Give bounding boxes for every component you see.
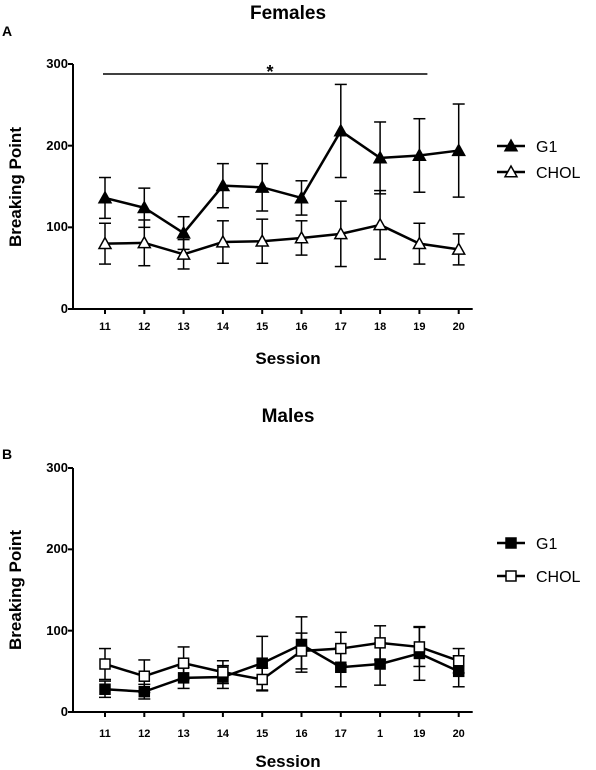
x-tick-label: 17 [335, 728, 347, 740]
data-point [256, 657, 268, 669]
legend-marker [503, 138, 519, 152]
data-point [372, 150, 388, 164]
data-point [333, 226, 349, 240]
data-point [452, 655, 465, 667]
data-point [99, 658, 111, 670]
x-tick-label: 14 [217, 321, 230, 333]
series-g1 [97, 83, 466, 251]
series-line [104, 641, 460, 681]
x-tick-label: 20 [453, 728, 465, 740]
x-tick-label: 13 [177, 728, 189, 740]
legend-label-g1: G1 [536, 139, 557, 156]
legend: G1 CHOL [536, 536, 581, 586]
x-tick-label: 1 [377, 728, 383, 740]
data-point [412, 147, 427, 162]
legend-label-chol: CHOL [536, 569, 581, 586]
x-tick-label: 19 [413, 728, 425, 740]
y-tick-labels: 0 100 200 300 [46, 460, 68, 719]
y-tick-label: 200 [46, 541, 68, 556]
chart-title: Females [250, 3, 326, 24]
x-tick-label: 11 [99, 321, 111, 333]
y-axis-label: Breaking Point [6, 127, 25, 247]
x-tick-label: 13 [177, 321, 189, 333]
series-chol [99, 625, 465, 694]
data-point [333, 123, 349, 137]
legend-marker [505, 537, 517, 549]
data-point [97, 236, 113, 250]
data-point [99, 683, 111, 695]
y-tick-label: 0 [61, 301, 68, 316]
legend-label-g1: G1 [536, 536, 557, 553]
data-point [138, 670, 151, 682]
significance-marker: * [266, 62, 273, 82]
x-tick-label: 15 [256, 321, 268, 333]
data-point [254, 179, 270, 193]
data-point [374, 637, 386, 649]
x-tick-label: 16 [295, 728, 307, 740]
data-point [413, 641, 426, 653]
series-g1 [99, 616, 465, 700]
x-tick-label: 12 [138, 728, 150, 740]
panel-label: A [2, 23, 12, 39]
legend-label-chol: CHOL [536, 165, 581, 182]
x-tick-label: 19 [413, 321, 425, 333]
y-tick-label: 200 [46, 138, 68, 153]
x-tick-label: 12 [138, 321, 150, 333]
data-point [295, 645, 308, 657]
data-point [137, 235, 152, 249]
chart-title: Males [262, 406, 315, 427]
data-point [412, 236, 427, 250]
x-tick-label: 16 [295, 321, 307, 333]
x-tick-label: 14 [217, 728, 230, 740]
series-line [104, 129, 459, 235]
data-point [215, 234, 231, 248]
y-tick-label: 0 [61, 704, 68, 719]
data-point [451, 241, 466, 255]
data-point [451, 143, 466, 157]
x-axis-label: Session [255, 349, 320, 368]
data-point [294, 190, 309, 204]
data-point [215, 178, 231, 192]
legend-marker [503, 164, 519, 178]
series-line [104, 643, 460, 693]
data-point [137, 200, 152, 214]
panel-label: B [2, 446, 12, 462]
series-line [104, 223, 459, 256]
x-tick-label: 20 [453, 321, 465, 333]
x-axis-label: Session [255, 752, 320, 770]
y-axis-label: Breaking Point [6, 530, 25, 650]
y-tick-label: 300 [46, 56, 68, 71]
data-point [335, 642, 347, 655]
data-point [177, 657, 190, 669]
y-tick-label: 100 [46, 623, 68, 638]
panel-females: Females A Breaking Point Session 0 100 2… [2, 3, 581, 368]
data-point [256, 673, 268, 686]
x-tick-label: 18 [374, 321, 386, 333]
y-tick-labels: 0 100 200 300 [46, 56, 68, 316]
legend: G1 CHOL [536, 139, 581, 182]
x-tick-label: 11 [99, 728, 111, 740]
y-tick-label: 100 [46, 219, 68, 234]
series-chol [97, 189, 466, 270]
data-point [176, 225, 191, 239]
panel-males: Males B Breaking Point Session 0 100 200… [2, 406, 581, 770]
y-tick-label: 300 [46, 460, 68, 475]
data-point [372, 217, 388, 231]
data-point [254, 233, 270, 247]
x-tick-label: 15 [256, 728, 268, 740]
x-tick-label: 17 [335, 321, 347, 333]
data-point [176, 246, 191, 260]
data-point [294, 230, 309, 244]
data-point [97, 190, 113, 204]
data-point [217, 666, 229, 678]
legend-marker [505, 570, 517, 582]
